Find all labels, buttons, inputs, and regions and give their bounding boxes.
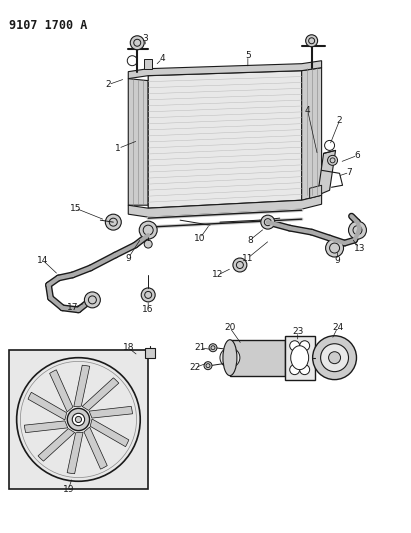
Text: 19: 19 <box>63 484 74 494</box>
Text: 2: 2 <box>337 116 342 125</box>
Circle shape <box>290 341 300 351</box>
Circle shape <box>233 258 247 272</box>
Polygon shape <box>84 427 107 469</box>
Text: 9107 1700 A: 9107 1700 A <box>9 19 87 32</box>
Text: 24: 24 <box>332 324 343 332</box>
Text: 14: 14 <box>37 255 48 264</box>
Polygon shape <box>144 59 152 69</box>
Polygon shape <box>128 61 321 79</box>
Polygon shape <box>50 370 73 412</box>
Circle shape <box>67 408 90 431</box>
Circle shape <box>204 362 212 370</box>
Circle shape <box>75 416 81 423</box>
Text: 5: 5 <box>245 51 251 60</box>
Polygon shape <box>90 419 129 447</box>
Circle shape <box>130 36 144 50</box>
Ellipse shape <box>291 346 309 370</box>
Polygon shape <box>285 336 315 379</box>
Text: 6: 6 <box>355 151 360 160</box>
Circle shape <box>328 352 341 364</box>
Text: 7: 7 <box>346 168 352 177</box>
Polygon shape <box>128 195 321 217</box>
Polygon shape <box>28 392 67 420</box>
Circle shape <box>209 344 217 352</box>
Text: 18: 18 <box>122 343 134 352</box>
Circle shape <box>144 240 152 248</box>
Polygon shape <box>230 340 285 376</box>
Circle shape <box>328 156 337 165</box>
Text: 22: 22 <box>189 363 201 372</box>
Text: 13: 13 <box>354 244 365 253</box>
Polygon shape <box>74 365 90 407</box>
Circle shape <box>326 239 344 257</box>
Circle shape <box>349 221 367 239</box>
FancyBboxPatch shape <box>145 348 155 358</box>
Polygon shape <box>82 378 119 410</box>
Text: 12: 12 <box>212 270 224 279</box>
Polygon shape <box>128 79 148 205</box>
Circle shape <box>220 348 240 368</box>
Circle shape <box>72 413 85 426</box>
Text: 4: 4 <box>305 106 310 115</box>
Circle shape <box>261 215 275 229</box>
Circle shape <box>321 344 349 372</box>
Polygon shape <box>89 406 132 418</box>
Circle shape <box>84 292 100 308</box>
Text: 10: 10 <box>194 233 206 243</box>
Ellipse shape <box>223 340 237 376</box>
Text: 11: 11 <box>242 254 254 263</box>
Text: 20: 20 <box>224 324 236 332</box>
Text: 4: 4 <box>159 54 165 63</box>
Text: 17: 17 <box>67 303 78 312</box>
Circle shape <box>141 288 155 302</box>
Circle shape <box>139 221 157 239</box>
Text: 1: 1 <box>115 144 121 153</box>
FancyBboxPatch shape <box>9 350 148 489</box>
Text: 2: 2 <box>106 80 111 89</box>
Circle shape <box>300 341 309 351</box>
Circle shape <box>313 336 356 379</box>
Circle shape <box>105 214 121 230</box>
Polygon shape <box>318 150 335 195</box>
Text: 15: 15 <box>70 204 81 213</box>
Polygon shape <box>38 429 75 461</box>
Text: 21: 21 <box>194 343 206 352</box>
Text: 8: 8 <box>247 236 253 245</box>
Polygon shape <box>67 432 83 474</box>
Circle shape <box>306 35 318 47</box>
Circle shape <box>300 365 309 375</box>
Polygon shape <box>302 68 321 200</box>
Circle shape <box>290 365 300 375</box>
Polygon shape <box>309 185 321 198</box>
Text: 9: 9 <box>335 255 340 264</box>
Polygon shape <box>24 421 68 433</box>
Polygon shape <box>148 71 302 208</box>
Text: 3: 3 <box>142 34 148 43</box>
Text: 23: 23 <box>292 327 303 336</box>
Text: 16: 16 <box>143 305 154 314</box>
Text: 9: 9 <box>125 254 131 263</box>
